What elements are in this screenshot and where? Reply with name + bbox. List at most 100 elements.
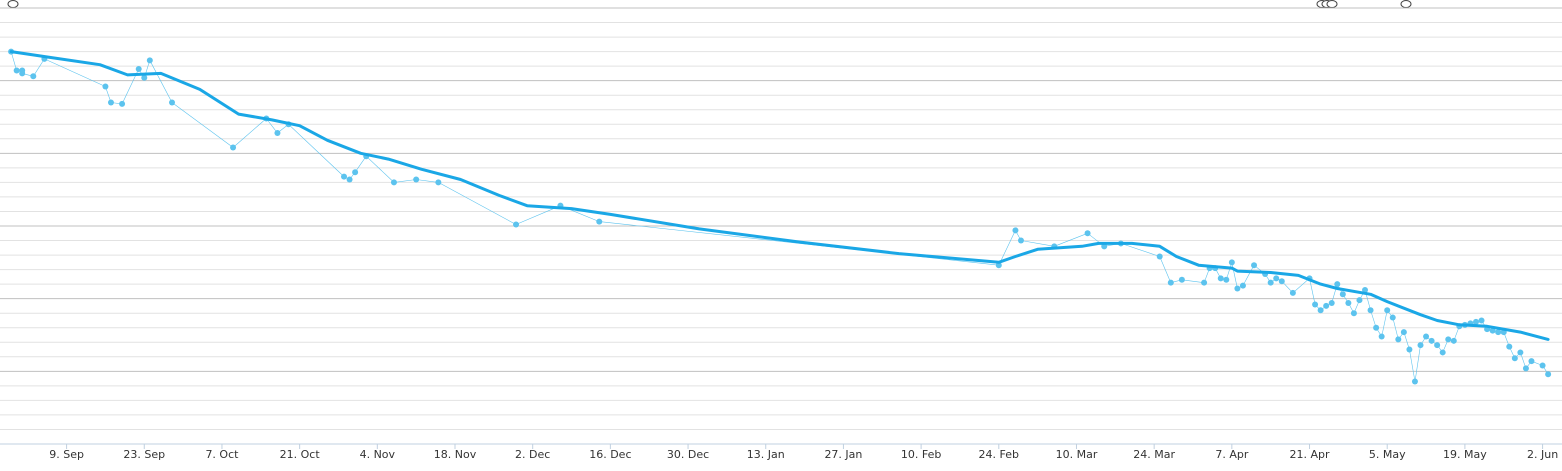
x-tick-label: 30. Dec: [667, 448, 709, 461]
data-point: [1417, 342, 1424, 349]
data-point: [596, 218, 603, 225]
x-tick-label: 24. Mar: [1133, 448, 1175, 461]
data-point: [1511, 355, 1518, 362]
data-point: [102, 83, 109, 90]
x-tick-label: 13. Jan: [747, 448, 785, 461]
data-point: [1439, 349, 1446, 356]
data-point: [1178, 276, 1185, 283]
data-point: [1223, 276, 1230, 283]
data-point: [1156, 253, 1163, 260]
x-tick-label: 2. Dec: [515, 448, 550, 461]
data-point: [1450, 337, 1457, 344]
x-tick-label: 9. Sep: [49, 448, 84, 461]
data-point: [1411, 378, 1418, 385]
data-point: [1017, 237, 1024, 244]
data-point: [1517, 349, 1524, 356]
data-point: [119, 100, 126, 107]
flag-icon: [7, 0, 19, 8]
data-point: [169, 99, 176, 106]
data-point: [19, 70, 26, 77]
data-point: [1539, 362, 1546, 369]
data-point: [1323, 302, 1330, 309]
data-point: [346, 176, 353, 183]
data-point: [1506, 343, 1513, 350]
data-point: [352, 169, 359, 176]
data-point: [1251, 262, 1258, 269]
data-point: [146, 57, 153, 64]
data-point: [1367, 307, 1374, 314]
data-point: [1234, 285, 1241, 292]
data-point: [995, 262, 1002, 269]
data-point: [1522, 365, 1529, 372]
x-tick-label: 21. Oct: [280, 448, 321, 461]
data-point: [1472, 318, 1479, 325]
data-point: [1334, 281, 1341, 288]
data-point: [1201, 279, 1208, 286]
data-point: [1445, 336, 1452, 343]
data-point: [1012, 227, 1019, 234]
x-tick-label: 16. Dec: [589, 448, 631, 461]
data-point: [1167, 279, 1174, 286]
data-point: [1395, 336, 1402, 343]
series-line: [10, 51, 1549, 382]
data-point: [1373, 324, 1380, 331]
data-point: [390, 179, 397, 186]
data-point: [1317, 307, 1324, 314]
data-point: [1489, 327, 1496, 334]
data-point: [1273, 275, 1280, 282]
data-point: [1328, 300, 1335, 307]
data-point: [230, 144, 237, 151]
data-point: [413, 176, 420, 183]
data-point: [1084, 230, 1091, 237]
data-point: [1217, 275, 1224, 282]
data-point: [135, 66, 142, 73]
data-point: [107, 99, 114, 106]
x-tick-label: 19. May: [1443, 448, 1487, 461]
data-point: [1428, 337, 1435, 344]
data-point: [1389, 314, 1396, 321]
data-point: [1378, 333, 1385, 340]
data-point: [1239, 282, 1246, 289]
x-tick-label: 10. Feb: [901, 448, 941, 461]
data-point: [1312, 301, 1319, 308]
x-tick-label: 27. Jan: [824, 448, 862, 461]
data-point: [1267, 279, 1274, 286]
data-point: [1478, 317, 1485, 324]
data-point: [513, 221, 520, 228]
x-tick-label: 23. Sep: [123, 448, 165, 461]
data-point: [1423, 333, 1430, 340]
data-point: [1339, 291, 1346, 298]
x-tick-label: 18. Nov: [434, 448, 477, 461]
x-tick-label: 24. Feb: [979, 448, 1019, 461]
data-point: [435, 179, 442, 186]
series-line: [9, 50, 1550, 341]
data-point: [1356, 297, 1363, 304]
x-tick-label: 4. Nov: [360, 448, 396, 461]
data-point: [1495, 329, 1502, 336]
data-point: [1350, 310, 1357, 317]
data-point: [1545, 371, 1552, 378]
data-point: [1434, 342, 1441, 349]
x-tick-label: 7. Apr: [1215, 448, 1248, 461]
flag-icon: [1400, 0, 1412, 8]
data-point: [1278, 278, 1285, 285]
data-point: [13, 67, 20, 74]
flag-icon: [1326, 0, 1338, 8]
data-point: [1289, 289, 1296, 296]
data-point: [1400, 329, 1407, 336]
x-tick-label: 10. Mar: [1056, 448, 1098, 461]
x-tick-label: 5. May: [1369, 448, 1406, 461]
data-point: [274, 129, 281, 136]
data-point: [1384, 307, 1391, 314]
data-point: [1406, 346, 1413, 353]
flag-icons: [7, 0, 1412, 8]
data-point: [1528, 358, 1535, 365]
data-point: [341, 173, 348, 180]
x-tick-label: 2. Jun: [1527, 448, 1558, 461]
data-point: [1228, 259, 1235, 266]
x-tick-label: 21. Apr: [1290, 448, 1330, 461]
data-point: [141, 74, 148, 81]
x-tick-label: 7. Oct: [205, 448, 239, 461]
data-point: [1362, 286, 1369, 293]
